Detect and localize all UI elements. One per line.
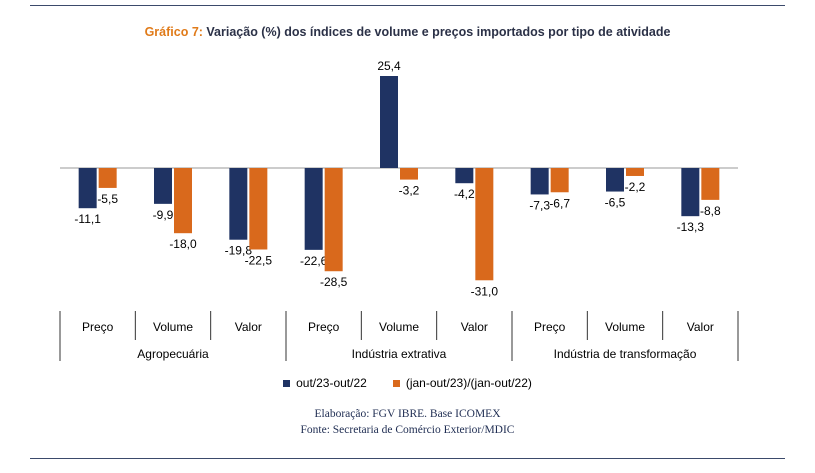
group-label-2: Indústria extrativa — [352, 347, 447, 361]
chart-legend: out/23-out/22 (jan-out/23)/(jan-out/22) — [0, 376, 815, 390]
legend-label-series1: out/23-out/22 — [296, 376, 367, 390]
chart-title: Gráfico 7: Variação (%) dos índices de v… — [0, 25, 815, 39]
data-label-series1-8: -6,5 — [605, 196, 626, 210]
bar-series2-7 — [550, 168, 569, 193]
bar-series1-8 — [606, 168, 624, 192]
data-label-series1-1: -11,1 — [74, 212, 101, 226]
legend-swatch-series1 — [283, 379, 291, 387]
data-label-series2-9: -8,8 — [700, 204, 721, 218]
bar-series2-9 — [701, 168, 720, 200]
bar-series2-6 — [475, 168, 494, 281]
data-label-series2-4: -28,5 — [320, 275, 348, 289]
category-label-1: Preço — [82, 320, 114, 334]
category-label-4: Preço — [308, 320, 340, 334]
bar-series2-1 — [98, 168, 117, 188]
bar-series1-4 — [304, 168, 323, 250]
credits-source: Fonte: Secretaria de Comércio Exterior/M… — [300, 424, 515, 436]
category-label-8: Volume — [605, 320, 645, 334]
data-label-series1-3: -19,8 — [225, 244, 253, 258]
data-label-series1-5: 25,4 — [377, 59, 401, 73]
data-label-series1-2: -9,9 — [153, 208, 174, 222]
legend-swatch-series2 — [392, 379, 400, 387]
category-label-5: Volume — [379, 320, 419, 334]
bar-series1-6 — [455, 168, 474, 184]
legend-item-series2: (jan-out/23)/(jan-out/22) — [392, 376, 532, 390]
data-label-series2-6: -31,0 — [471, 284, 499, 298]
bar-series2-4 — [324, 168, 343, 272]
bar-series1-7 — [530, 168, 549, 195]
data-label-series2-8: -2,2 — [625, 180, 646, 194]
bar-series2-5 — [400, 168, 418, 180]
bar-series1-5 — [380, 76, 398, 168]
group-label-1: Agropecuária — [137, 347, 209, 361]
bar-series2-3 — [249, 168, 268, 250]
data-label-series1-9: -13,3 — [677, 220, 705, 234]
bar-series1-9 — [681, 168, 700, 217]
data-label-series2-5: -3,2 — [399, 184, 420, 198]
data-label-series1-6: -4,2 — [454, 187, 475, 201]
legend-item-series1: out/23-out/22 — [283, 376, 367, 390]
data-label-series2-7: -6,7 — [549, 196, 570, 210]
category-label-2: Volume — [153, 320, 193, 334]
bar-series1-3 — [229, 168, 248, 240]
category-label-7: Preço — [534, 320, 566, 334]
bar-series1-2 — [154, 168, 172, 204]
bar-chart: -11,1 -9,9 -19,8 -22,6 25,4 -4,2 -7,3 -6,5 -13,3… — [59, 59, 739, 361]
group-label-3: Indústria de transformação — [554, 347, 697, 361]
chart-title-text: Variação (%) dos índices de volume e pre… — [202, 25, 671, 39]
bar-series1-1 — [78, 168, 97, 209]
top-rule — [30, 5, 785, 6]
data-label-series2-2: -18,0 — [169, 237, 197, 251]
data-label-series2-3: -22,5 — [245, 253, 273, 267]
category-label-9: Valor — [687, 320, 714, 334]
bottom-rule — [30, 458, 785, 459]
data-label-series1-7: -7,3 — [529, 198, 550, 212]
data-label-series2-1: -5,5 — [97, 192, 118, 206]
chart-title-label: Gráfico 7: — [144, 25, 203, 39]
bar-series2-8 — [626, 168, 644, 176]
bar-series2-2 — [174, 168, 192, 234]
legend-label-series2: (jan-out/23)/(jan-out/22) — [405, 376, 532, 390]
data-label-series1-4: -22,6 — [300, 254, 328, 268]
category-label-3: Valor — [235, 320, 262, 334]
category-label-6: Valor — [461, 320, 488, 334]
chart-credits: Elaboração: FGV IBRE. Base ICOMEX Fonte:… — [0, 406, 815, 438]
credits-elaboration: Elaboração: FGV IBRE. Base ICOMEX — [314, 408, 501, 420]
